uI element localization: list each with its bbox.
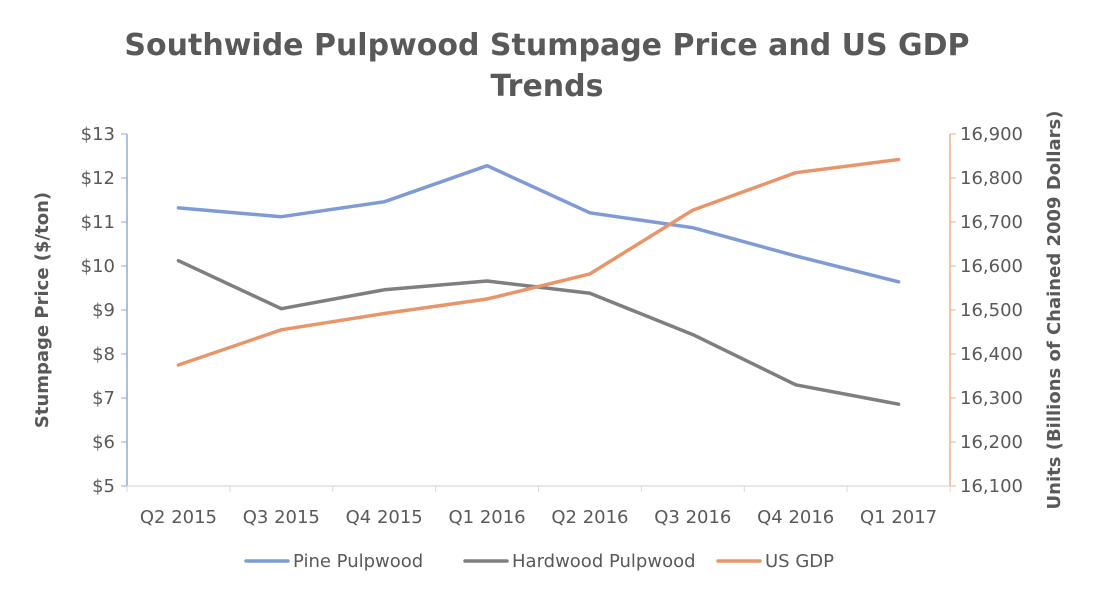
x-tick-label: Q4 2016 [757, 507, 834, 528]
x-tick-label: Q2 2015 [140, 507, 217, 528]
legend-label-hardwood-pulpwood: Hardwood Pulpwood [512, 551, 696, 572]
y-right-tick-label: 16,100 [960, 476, 1023, 497]
y-right-tick-label: 16,900 [960, 124, 1023, 145]
y-left-tick-label: $9 [92, 300, 115, 321]
y-right-axis-title: Units (Billions of Chained 2009 Dollars) [1044, 111, 1065, 510]
chart-title-line-1: Southwide Pulpwood Stumpage Price and US… [124, 28, 969, 63]
x-tick-label: Q1 2017 [860, 507, 937, 528]
y-right-tick-label: 16,300 [960, 388, 1023, 409]
y-right-tick-label: 16,800 [960, 168, 1023, 189]
y-right-tick-label: 16,200 [960, 432, 1023, 453]
y-left-tick-label: $6 [92, 432, 115, 453]
series-line-us-gdp [176, 157, 901, 367]
x-tick-label: Q1 2016 [448, 507, 525, 528]
x-tick-label: Q3 2015 [243, 507, 320, 528]
legend: Pine Pulpwood Hardwood Pulpwood US GDP [244, 551, 834, 572]
y-right-tick-label: 16,700 [960, 212, 1023, 233]
series-line-hardwood-pulpwood [176, 258, 901, 406]
y-left-axis-title: Stumpage Price ($/ton) [32, 192, 53, 428]
y-left-tick-label: $8 [92, 344, 115, 365]
axes-layer: $5 $6 $7 $8 $9 $10 $11 $12 $13 16,100 16,200 16,300… [81, 124, 1023, 528]
y-left-tick-label: $7 [92, 388, 115, 409]
legend-label-us-gdp: US GDP [765, 551, 834, 572]
y-left-tick-label: $13 [81, 124, 115, 145]
legend-label-pine-pulpwood: Pine Pulpwood [293, 551, 423, 572]
y-left-tick-label: $11 [81, 212, 115, 233]
y-right-tick-label: 16,500 [960, 300, 1023, 321]
y-left-tick-label: $5 [92, 476, 115, 497]
series-line-pine-pulpwood [176, 163, 901, 284]
series-layer [176, 157, 901, 406]
y-right-tick-label: 16,600 [960, 256, 1023, 277]
x-tick-label: Q2 2016 [551, 507, 628, 528]
y-right-tick-label: 16,400 [960, 344, 1023, 365]
y-left-tick-label: $12 [81, 168, 115, 189]
x-tick-label: Q4 2015 [346, 507, 423, 528]
y-left-tick-label: $10 [81, 256, 115, 277]
x-tick-label: Q3 2016 [654, 507, 731, 528]
chart-title-line-2: Trends [491, 69, 604, 104]
